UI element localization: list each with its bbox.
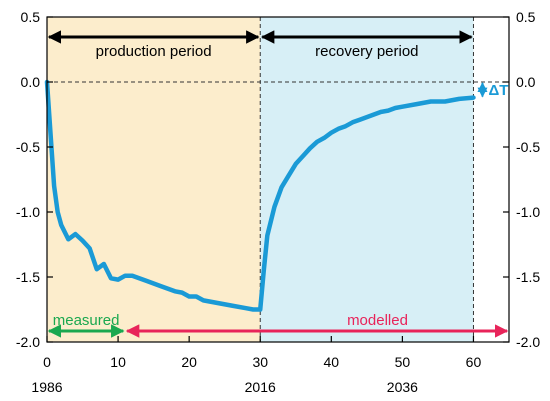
y-tick-label-right: -1.5 [516,269,540,285]
x-tick-label: 60 [466,354,482,370]
series-line-1 [44,79,476,312]
y-tick-label-left: -1.5 [16,269,40,285]
x-tick-label: 30 [252,354,268,370]
y-tick-label-left: 0.0 [21,74,41,90]
y-tick-label-left: -2.0 [16,334,40,350]
x-tick-label: 20 [181,354,197,370]
delta-t-label: ΔT [488,82,508,99]
modelled-label: modelled [347,312,408,329]
x-tick-label: 50 [395,354,411,370]
y-tick-label-right: 0.5 [516,9,536,25]
period-label-1: production period [96,43,212,60]
y-tick-label-right: -1.0 [516,204,540,220]
year-label: 2036 [387,379,418,395]
plot-frame [46,16,510,343]
y-tick-label-left: 0.5 [21,9,41,25]
y-tick-label-left: -0.5 [16,139,40,155]
y-tick-label-right: -0.5 [516,139,540,155]
measured-label: measured [53,312,120,329]
y-tick-label-right: -2.0 [516,334,540,350]
period-band-1 [47,17,261,342]
x-tick-label: 0 [43,354,51,370]
period-band-2 [260,17,474,342]
year-label: 1986 [31,379,62,395]
y-tick-label-left: -1.0 [16,204,40,220]
x-tick-label: 40 [324,354,340,370]
year-label: 2016 [245,379,276,395]
x-tick-label: 10 [110,354,126,370]
y-tick-label-right: 0.0 [516,74,536,90]
period-label-2: recovery period [315,43,418,60]
